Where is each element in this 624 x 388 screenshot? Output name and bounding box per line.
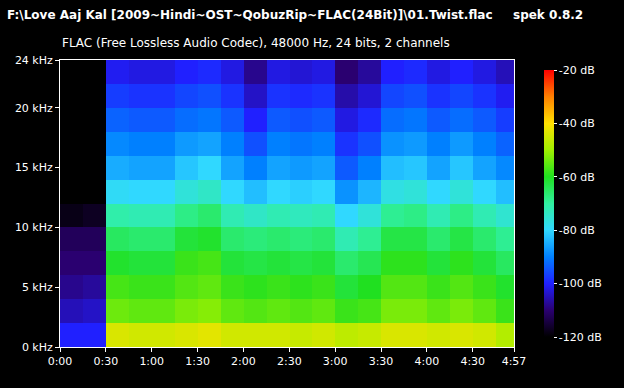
- svg-text:FLAC (Free Lossless Audio Code: FLAC (Free Lossless Audio Codec), 48000 …: [62, 36, 450, 50]
- svg-text:3:30: 3:30: [369, 355, 394, 368]
- svg-text:1:00: 1:00: [139, 355, 164, 368]
- svg-text:-80 dB: -80 dB: [559, 224, 595, 237]
- svg-text:-100 dB: -100 dB: [559, 277, 602, 290]
- svg-text:4:57: 4:57: [502, 355, 527, 368]
- svg-text:3:00: 3:00: [323, 355, 348, 368]
- svg-text:20 kHz: 20 kHz: [15, 102, 53, 115]
- svg-text:-20 dB: -20 dB: [559, 64, 595, 77]
- svg-text:4:00: 4:00: [415, 355, 440, 368]
- svg-text:-40 dB: -40 dB: [559, 117, 595, 130]
- svg-text:15 kHz: 15 kHz: [15, 161, 53, 174]
- svg-text:-120 dB: -120 dB: [559, 331, 602, 344]
- svg-text:0:30: 0:30: [94, 355, 119, 368]
- svg-text:0:00: 0:00: [48, 355, 73, 368]
- svg-text:5 kHz: 5 kHz: [22, 281, 53, 294]
- svg-text:24 kHz: 24 kHz: [15, 54, 53, 67]
- svg-text:2:30: 2:30: [277, 355, 302, 368]
- svg-text:F:\Love Aaj Kal [2009~Hindi~OS: F:\Love Aaj Kal [2009~Hindi~OST~QobuzRip…: [7, 8, 493, 22]
- svg-text:0 kHz: 0 kHz: [22, 341, 53, 354]
- svg-text:2:00: 2:00: [231, 355, 256, 368]
- svg-text:spek 0.8.2: spek 0.8.2: [513, 8, 583, 22]
- svg-text:4:30: 4:30: [460, 355, 485, 368]
- svg-text:-60 dB: -60 dB: [559, 171, 595, 184]
- svg-text:1:30: 1:30: [185, 355, 210, 368]
- svg-text:10 kHz: 10 kHz: [15, 221, 53, 234]
